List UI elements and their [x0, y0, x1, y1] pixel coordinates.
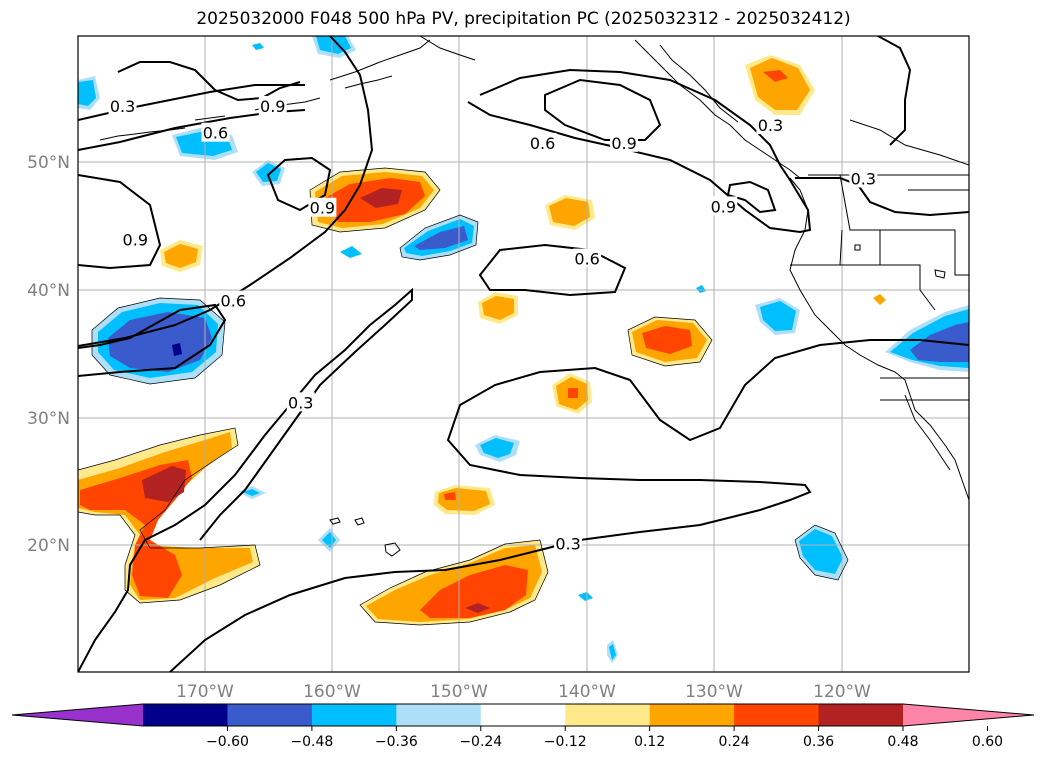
contour-label-bg	[121, 229, 150, 249]
colorbar-tick-label: 0.48	[887, 734, 918, 750]
contour-label: 0.3	[851, 169, 876, 188]
lat-label: 40°N	[27, 281, 70, 301]
contour-label-bg	[528, 132, 557, 152]
colorbar-tick-label: 0.12	[634, 734, 665, 750]
contour-label: 0.6	[530, 134, 555, 153]
precip-positive-region	[568, 388, 578, 398]
contour-label-bg	[849, 168, 878, 188]
lon-label: 130°W	[685, 682, 743, 702]
colorbar-tick-label: −0.12	[544, 734, 587, 750]
colorbar-segment	[143, 704, 228, 726]
lat-label: 20°N	[27, 536, 70, 556]
contour-label: 0.9	[123, 231, 148, 250]
colorbar-segment	[649, 704, 735, 726]
colorbar-extend-low	[12, 704, 143, 726]
colorbar-segment	[480, 704, 566, 726]
lon-label: 150°W	[430, 682, 488, 702]
precip-negative-region	[78, 80, 96, 106]
contour-label: 0.3	[288, 393, 313, 412]
map-frame	[77, 35, 970, 673]
colorbar-segment	[227, 704, 313, 726]
contour-label-bg	[219, 290, 248, 310]
precip-negative-region	[108, 312, 212, 372]
contour-label-bg	[201, 122, 230, 142]
axis-labels: 50°N 40°N 30°N 20°N 170°W 160°W 150°W 14…	[27, 153, 871, 702]
contour-label-bg	[286, 392, 315, 412]
contour-label: 0.9	[310, 199, 335, 218]
contour-label-bg	[258, 95, 287, 115]
colorbar-segment	[565, 704, 651, 726]
precip-positive-region	[444, 492, 456, 500]
precip-negative-region	[799, 529, 843, 574]
contour-label: 0.3	[555, 535, 580, 554]
precip-strong-region	[465, 603, 490, 613]
precip-positive-region	[750, 58, 810, 110]
precip-strong-region	[142, 466, 186, 502]
lon-label: 120°W	[813, 682, 871, 702]
precipitation-fields	[78, 36, 969, 663]
contour-label-bg	[573, 248, 602, 268]
precip-positive-region	[78, 432, 253, 600]
precip-positive-region	[763, 70, 788, 82]
contour-label-bg	[610, 132, 639, 152]
contour-label: 0.6	[203, 124, 228, 143]
precip-positive-region	[549, 198, 590, 226]
lon-label: 140°W	[558, 682, 616, 702]
lon-label: 160°W	[303, 682, 361, 702]
contour-label: 0.6	[221, 292, 246, 311]
coastlines	[99, 36, 969, 557]
colorbar-segment	[818, 704, 904, 726]
precip-positive-region	[482, 296, 514, 320]
colorbar-outline	[11, 703, 1035, 727]
colorbar-tick-label: −0.36	[375, 734, 418, 750]
colorbar-tick-label: 0.60	[972, 734, 1003, 750]
precip-strong-negative-region	[172, 343, 182, 356]
contour-label-bg	[108, 95, 137, 115]
contour-labels: 0.3 0.9 0.6 0.9 0.9 0.6 0.3 0.6 0.9 0.6 0.9 0.3 0.3 0…	[108, 95, 878, 554]
lat-label: 50°N	[27, 153, 70, 173]
colorbar-segment	[734, 704, 820, 726]
contour-label-bg	[308, 197, 337, 217]
precip-negative-region	[252, 43, 264, 50]
plot-area: 0.3 0.9 0.6 0.9 0.9 0.6 0.3 0.6 0.9 0.6 0.9 0.3 0.3 0…	[78, 36, 969, 672]
precip-outlines	[78, 167, 849, 626]
colorbar-tick-label: −0.48	[290, 734, 333, 750]
precip-negative-region	[760, 301, 796, 331]
precip-negative-region	[609, 644, 616, 660]
precip-strong-region	[360, 188, 402, 208]
contour-label-bg	[756, 115, 785, 135]
colorbar: −0.60 −0.48 −0.36 −0.24 −0.12 0.12 0.24 0.36 0.4…	[11, 703, 1035, 750]
precip-negative-region	[696, 285, 706, 293]
colorbar-tick-label: 0.36	[803, 734, 834, 750]
precip-positive-region	[420, 565, 528, 618]
contour-label: 0.9	[711, 197, 736, 216]
contour-label: 0.6	[574, 250, 599, 269]
lat-label: 30°N	[27, 409, 70, 429]
precip-positive-region	[642, 326, 692, 354]
colorbar-extend-high	[903, 704, 1034, 726]
precip-negative-region	[578, 592, 593, 601]
contour-label-bg	[709, 196, 738, 216]
map-title: 2025032000 F048 500 hPa PV, precipitatio…	[196, 9, 851, 29]
contour-label-bg	[554, 533, 583, 553]
colorbar-tick-label: 0.24	[719, 734, 750, 750]
colorbar-segment	[396, 704, 482, 726]
contour-label: 0.3	[758, 116, 783, 135]
colorbar-tick-label: −0.60	[206, 734, 249, 750]
contour-label: 0.9	[260, 97, 285, 116]
lon-label: 170°W	[176, 682, 234, 702]
colorbar-segment	[311, 704, 397, 726]
precip-negative-region	[480, 438, 514, 458]
precip-negative-region	[243, 489, 260, 496]
contour-label: 0.9	[611, 134, 636, 153]
colorbar-tick-label: −0.24	[459, 734, 502, 750]
precip-negative-region	[340, 246, 362, 258]
precip-positive-region	[164, 244, 198, 268]
precip-positive-region	[873, 294, 886, 305]
contour-label: 0.3	[110, 97, 135, 116]
precip-negative-region	[414, 226, 468, 250]
